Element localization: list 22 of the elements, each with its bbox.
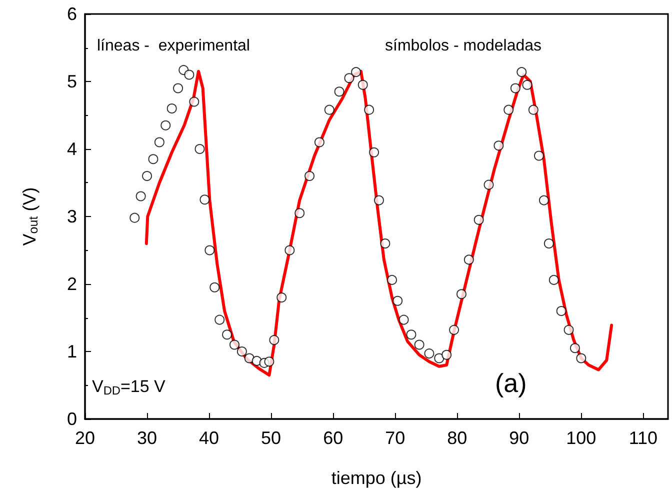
annotation: líneas - experimental [97, 38, 250, 54]
y-tick-label: 1 [66, 342, 77, 362]
x-tick-label: 90 [509, 428, 530, 448]
y-tick-label: 2 [66, 274, 77, 294]
x-tick-label: 50 [261, 428, 282, 448]
y-tick-label: 5 [66, 72, 77, 92]
y-tick-label: 4 [66, 139, 77, 159]
x-tick-label: 40 [199, 428, 220, 448]
x-tick-label: 110 [628, 428, 658, 448]
x-tick-label: 20 [74, 428, 96, 448]
y-axis-title: Vout (V) [19, 187, 40, 246]
annotation: (a) [495, 368, 527, 398]
x-axis-title: tiempo (µs) [331, 468, 422, 488]
y-tick-label: 0 [66, 409, 77, 429]
x-tick-label: 80 [447, 428, 468, 448]
annotation: símbolos - modeladas [385, 38, 542, 54]
x-tick-label: 100 [566, 428, 596, 448]
y-tick-label: 6 [66, 4, 77, 24]
x-tick-label: 70 [385, 428, 406, 448]
x-tick-label: 30 [137, 428, 158, 448]
y-tick-label: 3 [66, 206, 77, 226]
x-tick-label: 60 [323, 428, 344, 448]
